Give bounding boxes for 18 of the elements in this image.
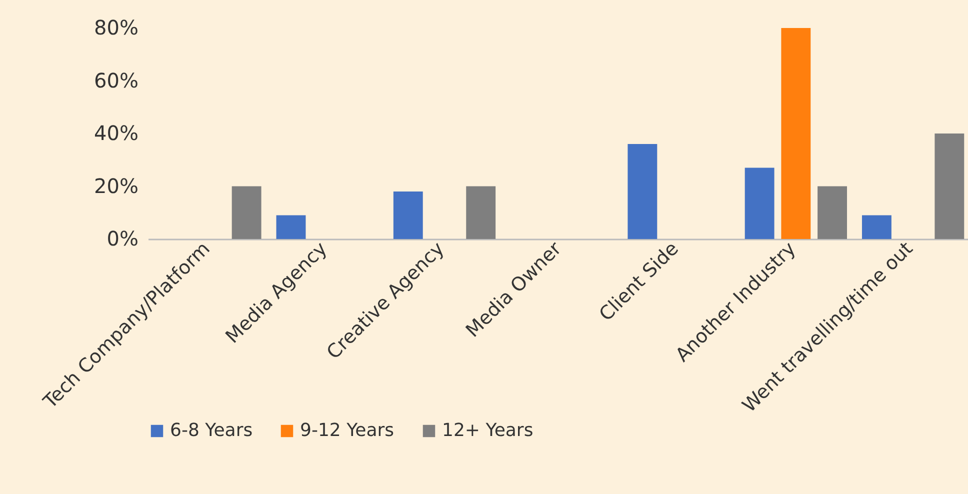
y-tick-label: 0% <box>106 226 138 250</box>
bar <box>628 144 658 239</box>
legend-label: 9-12 Years <box>300 420 394 441</box>
bar <box>744 168 774 239</box>
y-tick-label: 60% <box>94 68 138 92</box>
legend-label: 6-8 Years <box>170 420 253 441</box>
y-tick-label: 40% <box>94 121 138 145</box>
bar <box>934 134 964 239</box>
bar <box>862 215 892 239</box>
bar <box>232 186 262 239</box>
bar <box>818 186 847 239</box>
bar <box>393 192 423 239</box>
legend-label: 12+ Years <box>442 420 534 441</box>
bar <box>276 215 306 239</box>
bar <box>781 28 811 239</box>
y-tick-label: 20% <box>94 174 138 198</box>
y-tick-label: 80% <box>94 16 138 40</box>
bar <box>466 186 496 239</box>
